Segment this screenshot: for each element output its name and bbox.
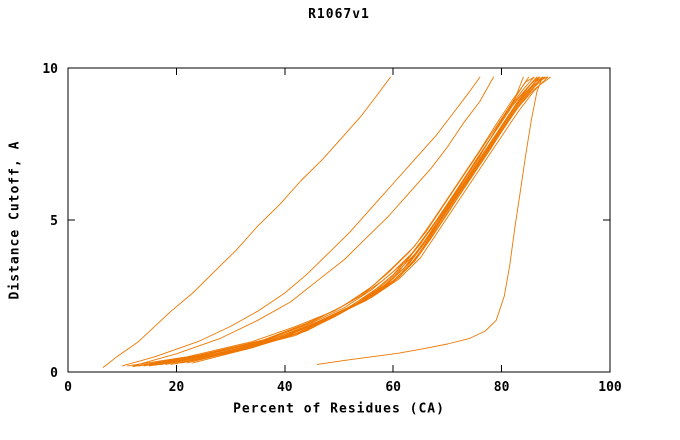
plot-border <box>67 67 611 373</box>
chart-title: R1067v1 <box>308 7 370 22</box>
x-tick-label: 60 <box>385 380 401 395</box>
series-line-curve-08 <box>170 76 540 365</box>
series-line-curve-18 <box>159 76 545 366</box>
series-line-curve-13 <box>132 76 535 367</box>
y-tick-label: 10 <box>42 62 58 77</box>
series-line-curve-19 <box>186 76 549 364</box>
series-line-curve-06 <box>148 76 538 367</box>
series-line-curve-07 <box>159 76 543 365</box>
series-line-curve-20 <box>316 76 543 365</box>
x-tick-label: 40 <box>277 380 293 395</box>
series-line-curve-16 <box>138 76 539 367</box>
series-line-curve-03 <box>132 76 494 367</box>
series-line-curve-01 <box>102 76 391 368</box>
x-tick-label: 100 <box>598 380 622 395</box>
series-line-curve-02 <box>121 76 481 367</box>
x-tick-label: 20 <box>169 380 185 395</box>
series-line-curve-15 <box>175 76 543 364</box>
x-axis-label: Percent of Residues (CA) <box>233 401 445 417</box>
series-line-curve-14 <box>165 76 549 365</box>
x-tick-label: 80 <box>494 380 510 395</box>
series-line-curve-12 <box>154 76 540 366</box>
series-line-curve-11 <box>143 76 546 367</box>
series-line-curve-09 <box>181 76 546 364</box>
x-tick-label: 0 <box>64 380 72 395</box>
y-tick-label: 0 <box>50 366 58 381</box>
series-line-curve-05 <box>138 76 530 367</box>
series-line-curve-17 <box>148 76 535 366</box>
y-tick-label: 5 <box>50 214 58 229</box>
series-line-curve-04 <box>127 76 524 367</box>
